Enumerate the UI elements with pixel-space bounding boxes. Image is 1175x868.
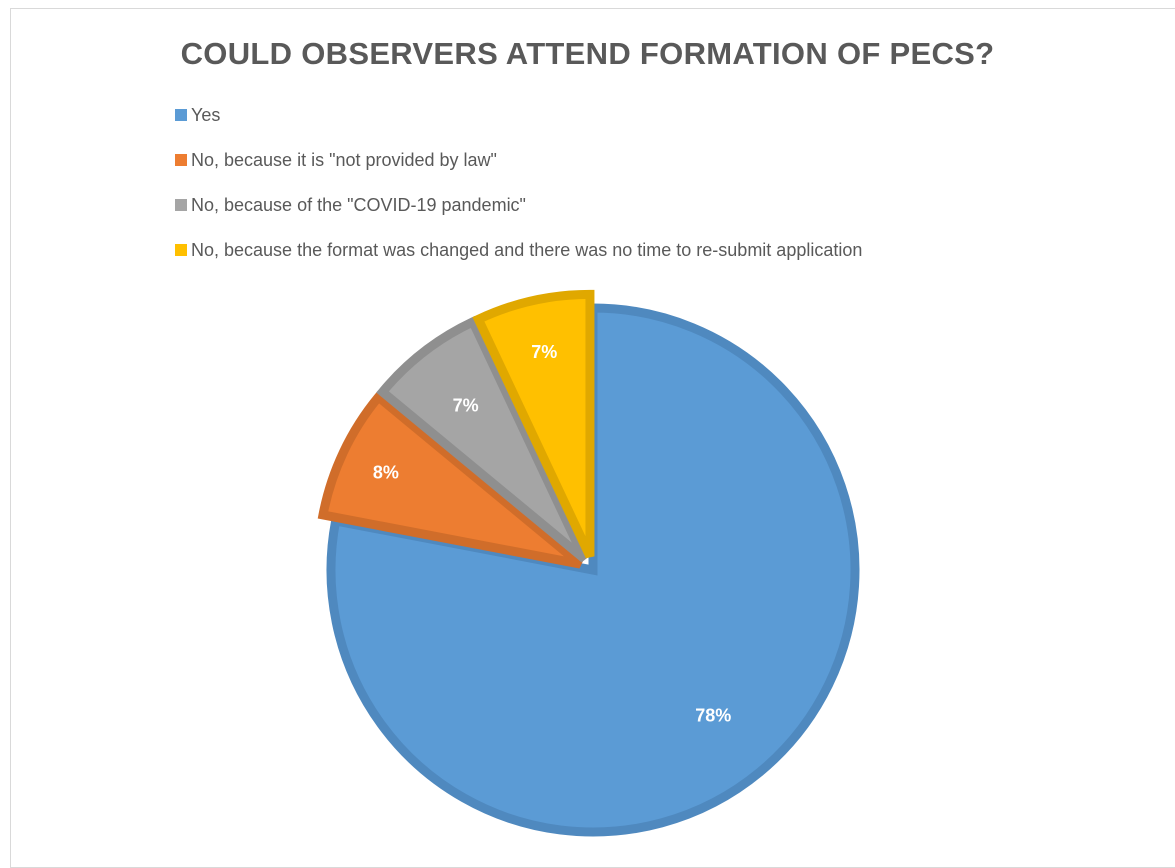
legend-swatch-format-changed: [175, 244, 187, 256]
pie-slice-yes: [326, 303, 860, 837]
legend-label-not-provided-by-law: No, because it is "not provided by law": [191, 149, 497, 170]
legend-label-covid-19-pandemic: No, because of the "COVID-19 pandemic": [191, 194, 526, 215]
pie-slice-covid-19-pandemic: [376, 315, 589, 563]
legend-swatch-covid-19-pandemic: [175, 199, 187, 211]
chart-legend: Yes No, because it is "not provided by l…: [175, 103, 862, 283]
data-label-not-provided-by-law: 8%: [373, 463, 399, 483]
legend-swatch-yes: [175, 109, 187, 121]
legend-item-not-provided-by-law: No, because it is "not provided by law": [175, 148, 862, 172]
chart-title: COULD OBSERVERS ATTEND FORMATION OF PECS…: [180, 36, 995, 71]
legend-swatch-not-provided-by-law: [175, 154, 187, 166]
legend-label-yes: Yes: [191, 104, 221, 125]
data-label-covid-19-pandemic: 7%: [453, 396, 479, 416]
legend-label-format-changed: No, because the format was changed and t…: [191, 239, 863, 260]
pie-slice-format-changed: [472, 289, 595, 559]
data-label-format-changed: 7%: [531, 342, 557, 362]
legend-item-covid-19-pandemic: No, because of the "COVID-19 pandemic": [175, 193, 862, 217]
legend-item-yes: Yes: [175, 103, 862, 127]
pie-slice-not-provided-by-law: [317, 390, 584, 569]
legend-item-format-changed: No, because the format was changed and t…: [175, 238, 862, 262]
data-label-yes: 78%: [695, 705, 731, 725]
